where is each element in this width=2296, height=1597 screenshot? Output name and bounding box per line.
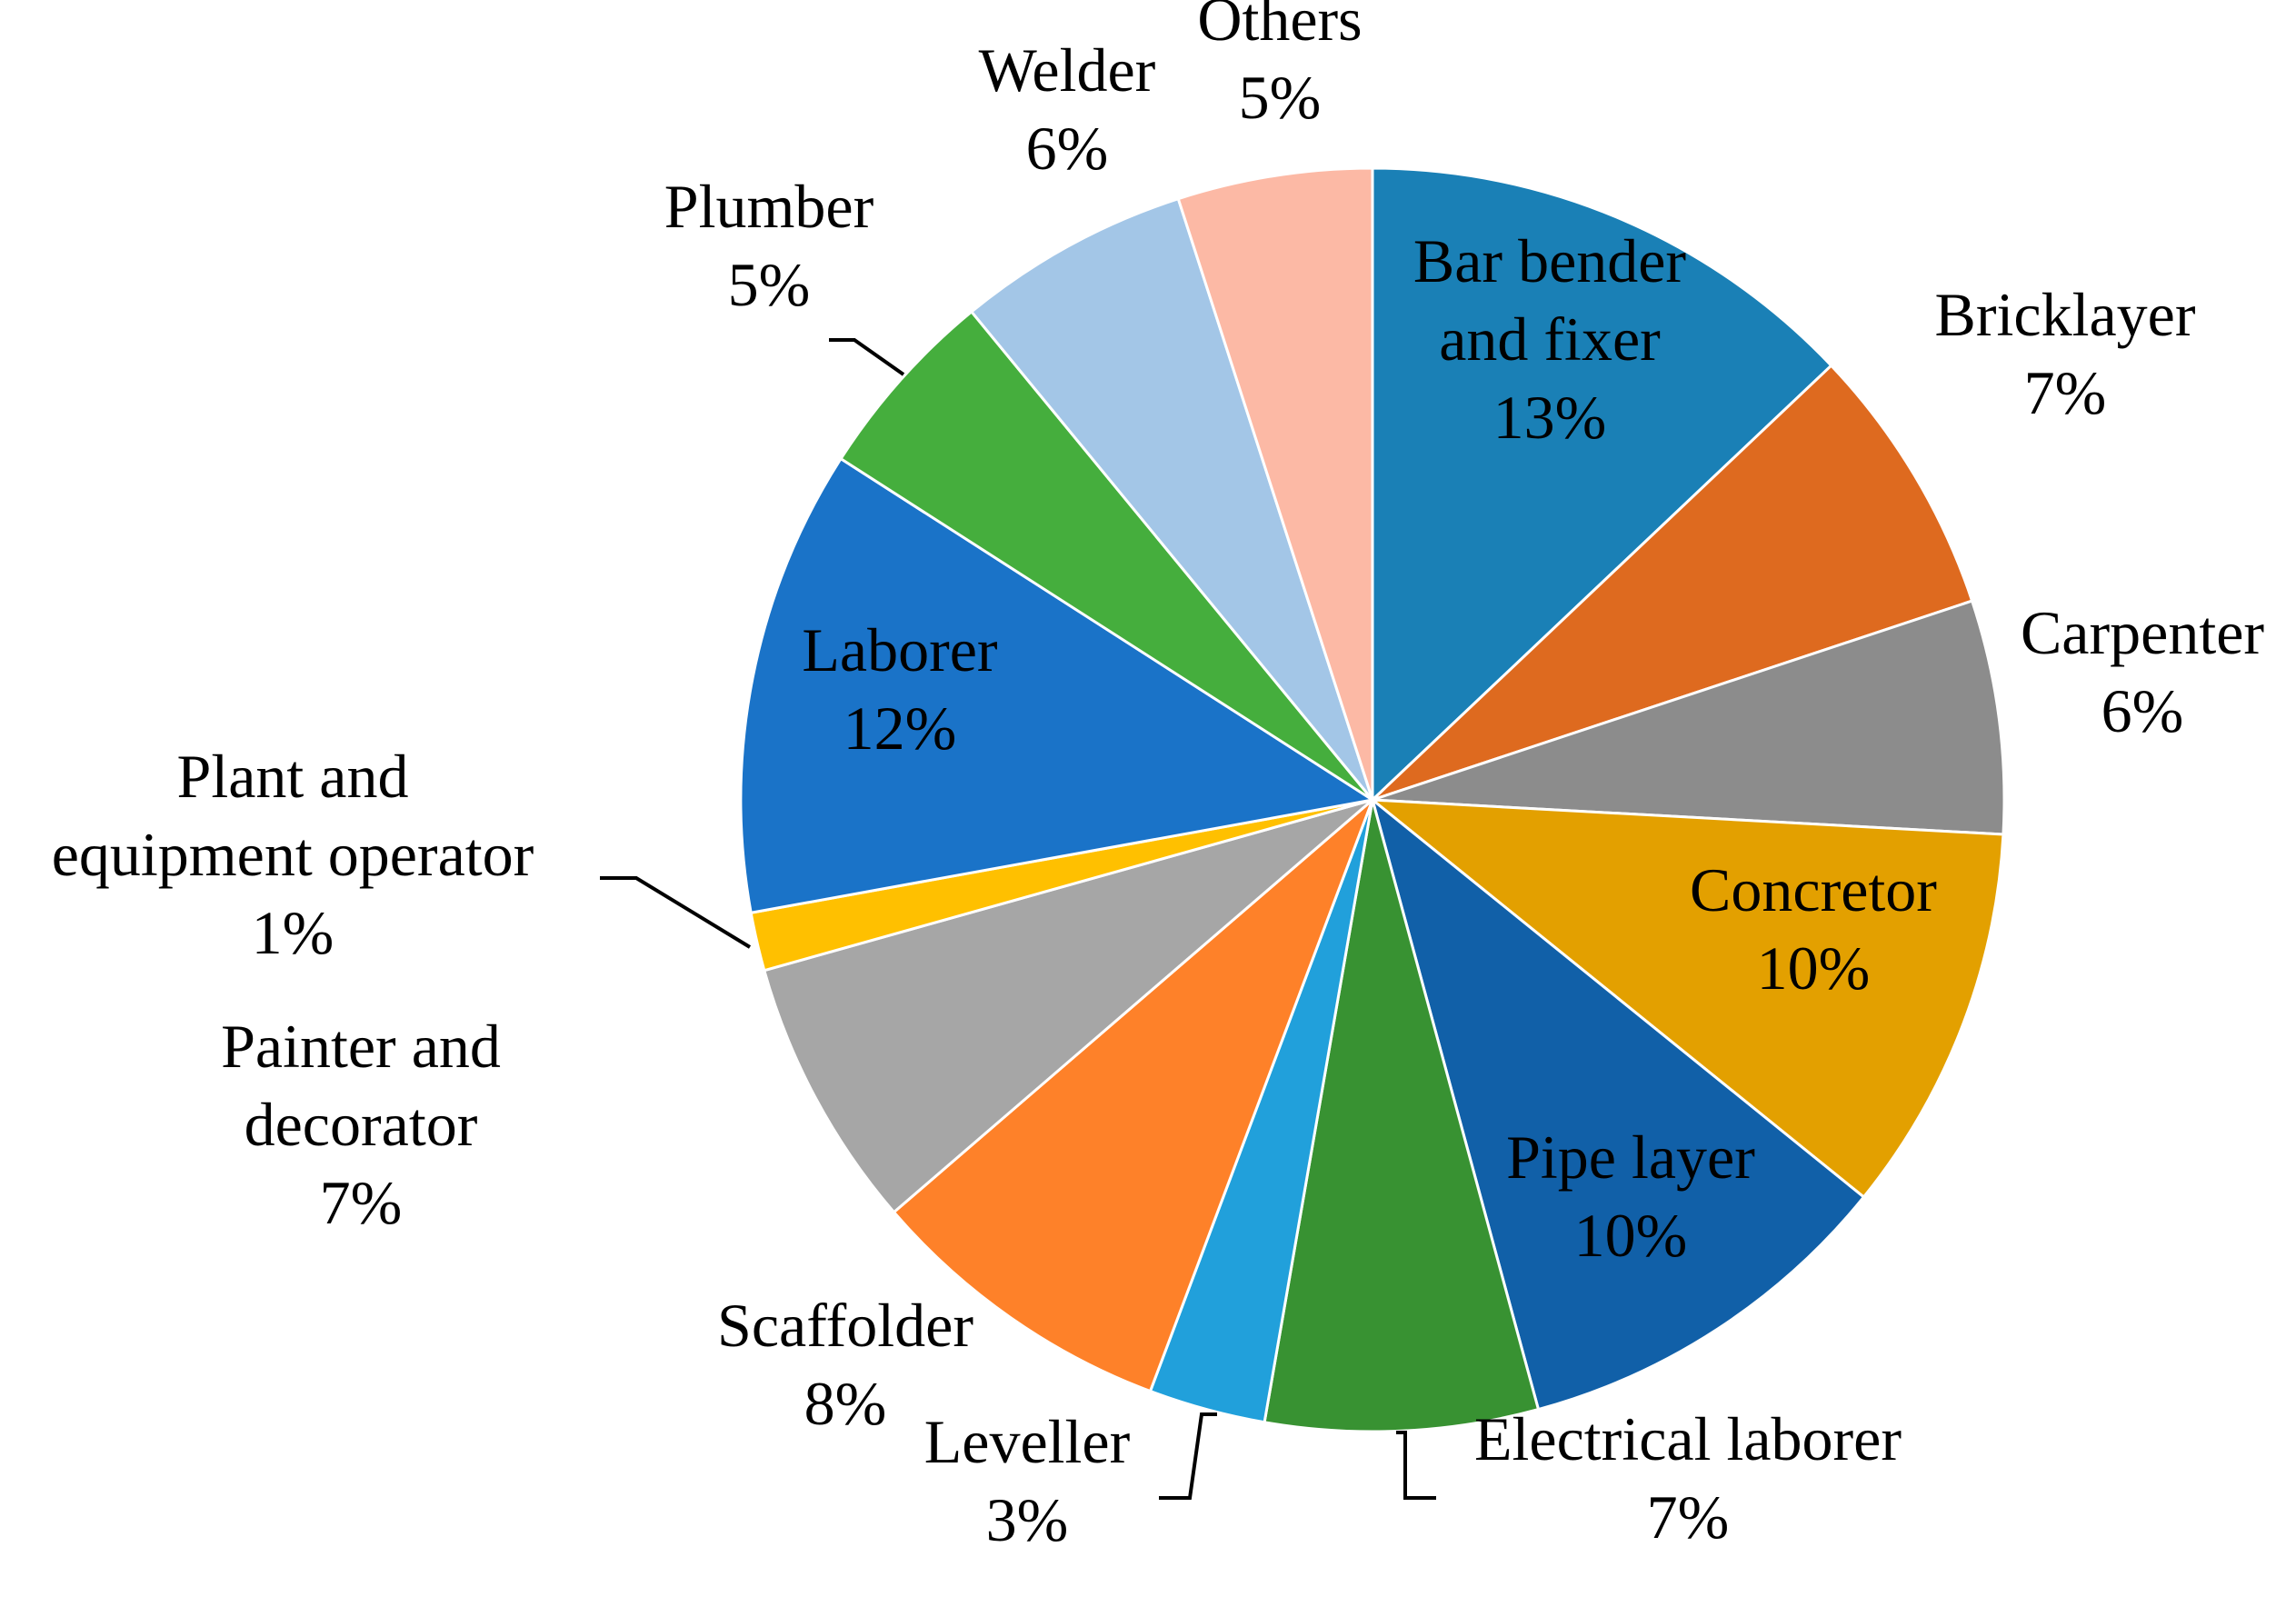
slice-name-plumber: Plumber [664, 172, 874, 241]
slice-value-electrical-laborer: 7% [1647, 1482, 1730, 1552]
slice-label-laborer: Laborer 12% [802, 615, 998, 763]
slice-others [1176, 166, 1374, 802]
slice-label-welder: Welder 6% [979, 35, 1156, 183]
slice-label-scaffolder: Scaffolder 8% [717, 1291, 973, 1438]
slice-plumber [839, 310, 1374, 802]
slice-label-leveller: Leveller 3% [924, 1407, 1131, 1554]
slice-label-painter-and-decorator: Painter and decorator 7% [221, 1012, 501, 1237]
slice-value-pipe-layer: 10% [1574, 1201, 1688, 1270]
leader-line-plant-and-equipment-operator [600, 876, 752, 949]
slice-laborer [739, 457, 1374, 914]
slice-label-carpenter: Carpenter 6% [2021, 598, 2264, 745]
slice-value-leveller: 3% [986, 1485, 1069, 1554]
leader-line-plumber [829, 338, 905, 376]
slice-painter-and-decorator [763, 798, 1374, 1214]
slice-label-others: Others 5% [1197, 0, 1362, 132]
slice-name-others: Others [1197, 0, 1362, 54]
slice-name-pipe-layer: Pipe layer [1506, 1123, 1755, 1192]
pie-slices [739, 166, 2006, 1433]
slice-name-painter-and-decorator: Painter and [221, 1012, 501, 1081]
slice-value-bar-bender-and-fixer: 13% [1493, 383, 1607, 452]
slice-value-scaffolder: 8% [804, 1369, 887, 1438]
slice-name-bar-bender-and-fixer: Bar bender [1413, 226, 1687, 295]
slice-label-pipe-layer: Pipe layer 10% [1506, 1123, 1755, 1270]
slice-welder [970, 197, 1374, 802]
slice-value-plumber: 5% [728, 250, 811, 319]
slice-name-scaffolder: Scaffolder [717, 1291, 973, 1360]
slice-concretor [1371, 798, 2005, 1199]
slice-label-bricklayer: Bricklayer 7% [1935, 280, 2196, 427]
slice-name-carpenter: Carpenter [2021, 598, 2264, 667]
slice-carpenter [1371, 599, 2006, 836]
slice-value-welder: 6% [1026, 114, 1109, 183]
slice-name-welder: Welder [979, 35, 1156, 105]
slice-name-plant-and-equipment-operator: Plant and [177, 742, 409, 811]
slice-bar-bender-and-fixer [1371, 166, 1833, 802]
slice-bricklayer [1371, 364, 1974, 802]
leader-line-leveller [1159, 1412, 1217, 1500]
slice-name-painter-and-decorator: decorator [245, 1090, 478, 1159]
slice-name-electrical-laborer: Electrical laborer [1474, 1404, 1902, 1473]
slice-name-laborer: Laborer [802, 615, 998, 684]
slice-label-concretor: Concretor 10% [1690, 855, 1937, 1003]
slice-value-concretor: 10% [1757, 933, 1871, 1003]
slice-label-bar-bender-and-fixer: Bar bender and fixer 13% [1413, 226, 1687, 452]
slice-name-plant-and-equipment-operator: equipment operator [52, 820, 534, 889]
slice-name-concretor: Concretor [1690, 855, 1937, 924]
slice-labels: Bar bender and fixer 13% Bricklayer 7% Carpen… [52, 0, 2265, 1554]
slice-name-leveller: Leveller [924, 1407, 1131, 1476]
slice-scaffolder [892, 798, 1374, 1393]
slice-label-plumber: Plumber 5% [664, 172, 874, 319]
slice-name-bricklayer: Bricklayer [1935, 280, 2196, 349]
slice-value-carpenter: 6% [2101, 676, 2184, 745]
slice-value-painter-and-decorator: 7% [320, 1168, 403, 1237]
slice-value-bricklayer: 7% [2024, 358, 2107, 427]
leader-lines [600, 338, 1436, 1500]
slice-pipe-layer [1371, 798, 1865, 1412]
slice-value-plant-and-equipment-operator: 1% [252, 898, 334, 967]
slice-label-electrical-laborer: Electrical laborer 7% [1474, 1404, 1902, 1552]
leader-line-electrical-laborer [1396, 1431, 1436, 1500]
slice-name-bar-bender-and-fixer: and fixer [1439, 304, 1661, 374]
slice-value-laborer: 12% [844, 694, 957, 763]
slice-label-plant-and-equipment-operator: Plant and equipment operator 1% [52, 742, 534, 967]
slice-value-others: 5% [1239, 63, 1322, 132]
